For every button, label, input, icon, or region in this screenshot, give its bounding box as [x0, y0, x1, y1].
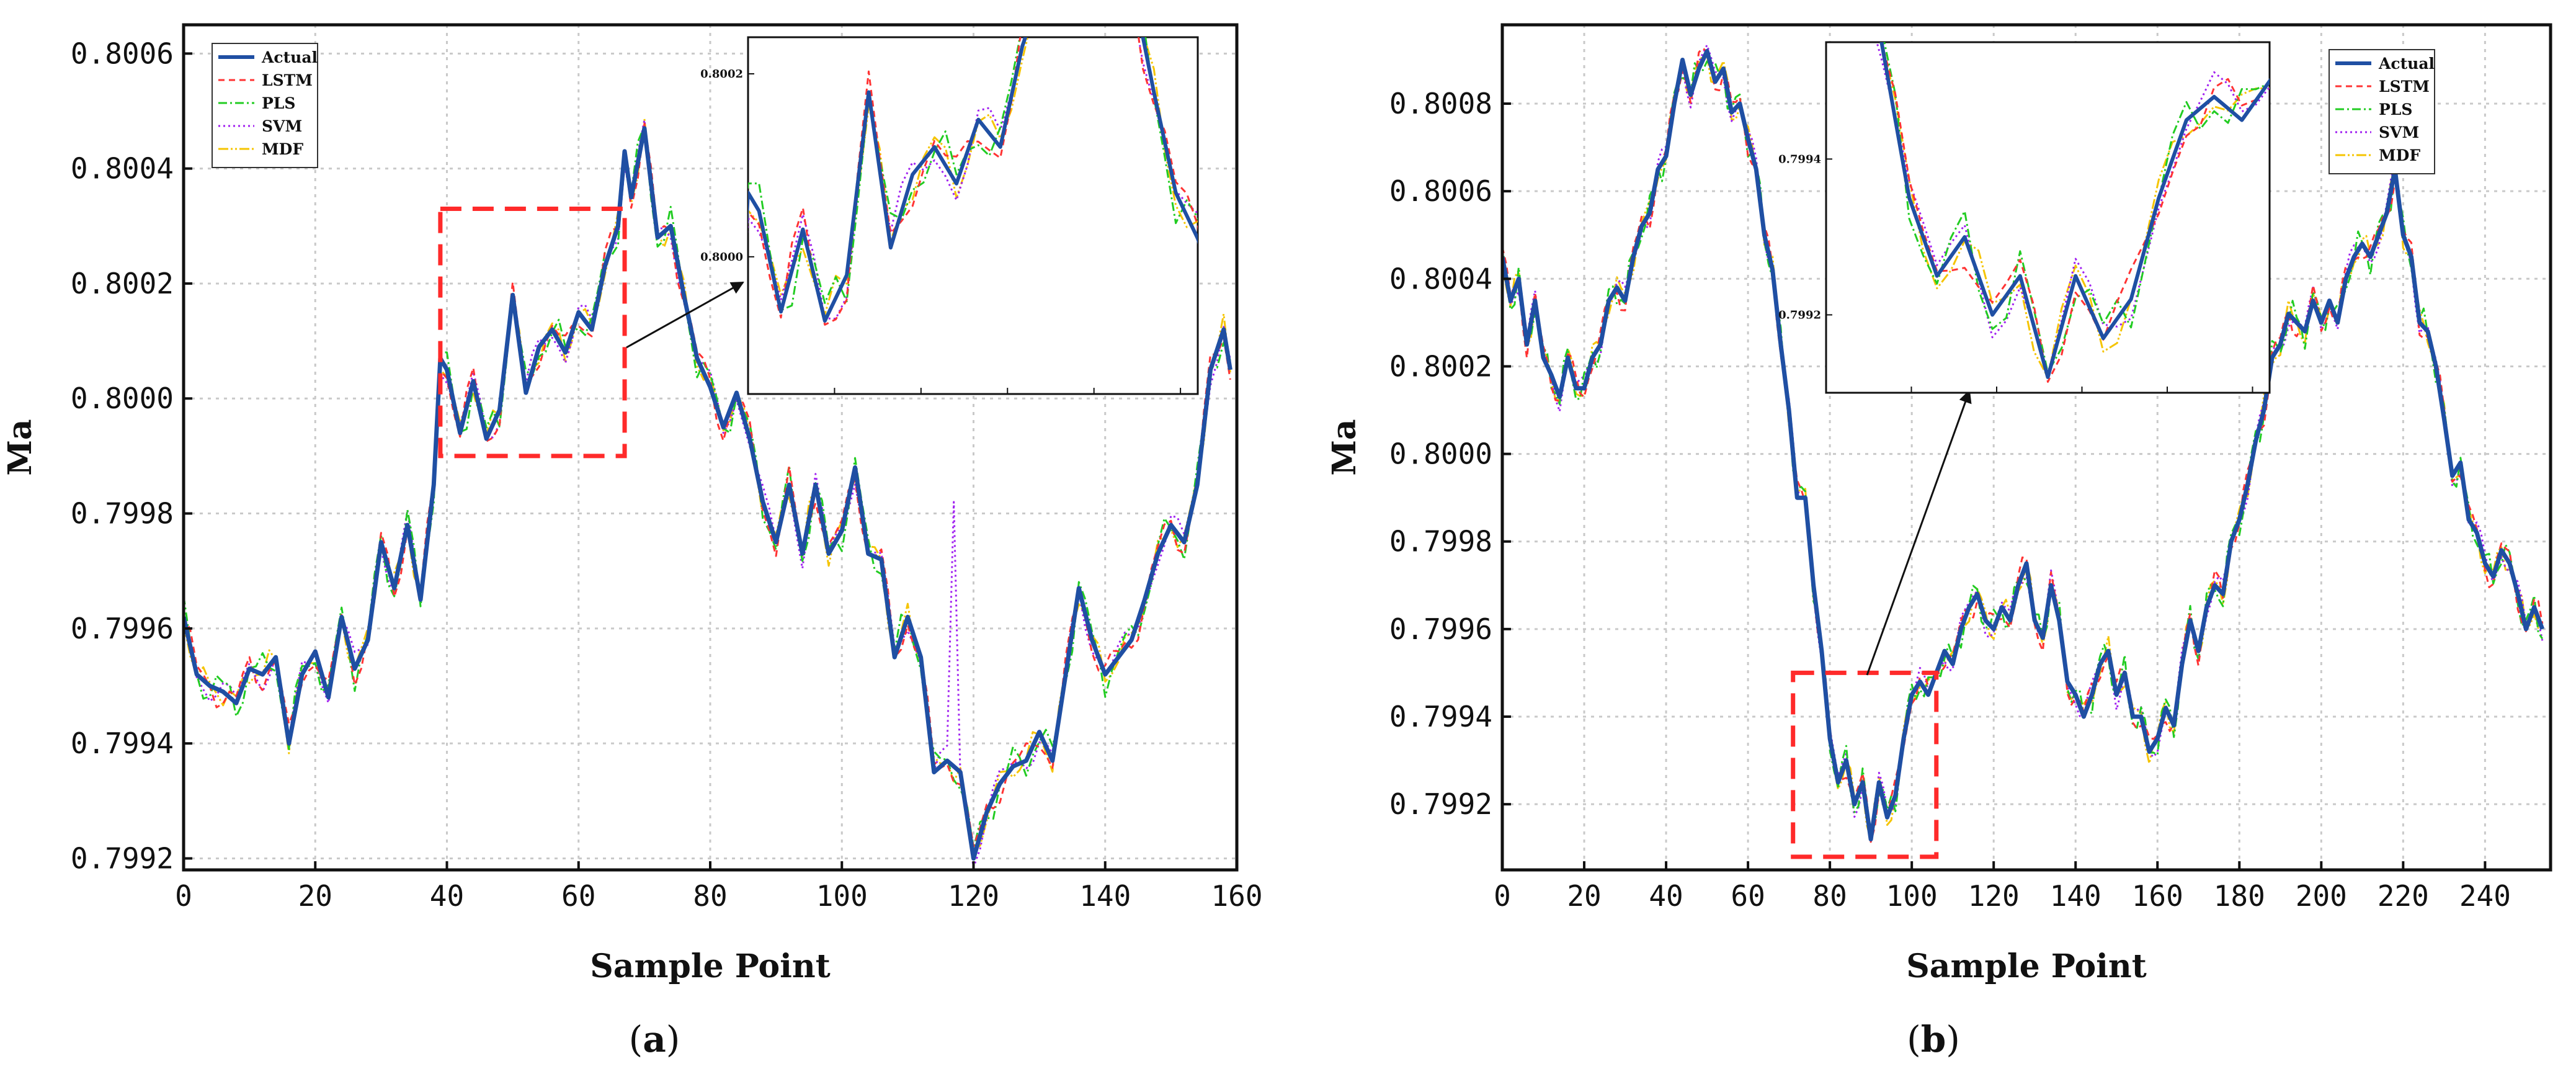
zoom-region-box	[1791, 670, 1939, 859]
chart-panel-a: 0.8000 0.8002 0 20 40 60 80 100 120 140 160 0.7992…	[1, 23, 1263, 1060]
x-tick-label: 80	[1812, 879, 1847, 913]
series-lines-b	[1502, 44, 2545, 843]
inset-y-tick-label: 0.7992	[1778, 308, 1821, 321]
x-tick-label: 0	[175, 879, 192, 913]
x-tick-label: 120	[1968, 879, 2020, 913]
inset-frame	[1825, 41, 2271, 394]
x-tick-label: 140	[1079, 879, 1131, 913]
y-tick-label: 0.8004	[1389, 262, 1492, 295]
panel-label-a-letter: a	[643, 1018, 666, 1060]
x-tick-label: 0	[1494, 879, 1511, 913]
inset-y-tick-label: 0.8002	[700, 68, 743, 81]
x-tick-label: 20	[298, 879, 332, 913]
series-line-actual	[1502, 48, 2545, 842]
x-tick-label: 140	[2050, 879, 2101, 913]
series-lines-a	[184, 118, 1232, 869]
inset-b: 0.7992 0.7994	[1778, 41, 2271, 394]
x-axis-title-a: Sample Point	[590, 947, 831, 985]
legend-label-lstm: LSTM	[262, 71, 313, 89]
y-tick-label: 0.7994	[1389, 700, 1492, 733]
panel-label-a: (a)	[629, 1018, 680, 1060]
y-tick-label: 0.7996	[71, 612, 174, 645]
legend-a: Actual LSTM PLS SVM MDF	[212, 43, 318, 168]
inset-line-lstm	[1880, 42, 2270, 383]
y-tick-label: 0.8000	[1389, 437, 1492, 471]
legend-label-svm: SVM	[2379, 123, 2419, 141]
x-tick-label: 180	[2214, 879, 2265, 913]
y-tick-label: 0.7992	[71, 841, 174, 875]
legend-label-actual: Actual	[261, 48, 318, 66]
series-line-actual	[184, 126, 1232, 861]
panel-label-a-close: )	[666, 1018, 680, 1060]
inset-series	[1876, 42, 2270, 383]
inset-series	[748, 37, 1198, 326]
legend-label-svm: SVM	[262, 117, 302, 135]
x-tick-label: 100	[1886, 879, 1938, 913]
plot-frame-a	[182, 23, 1239, 872]
inset-y-tick-label: 0.7994	[1778, 153, 1821, 166]
x-tick-label: 160	[2132, 879, 2183, 913]
y-tick-label: 0.8000	[71, 382, 174, 415]
inset-frame	[747, 36, 1199, 395]
zoom-arrow	[626, 281, 744, 349]
x-tick-label: 60	[561, 879, 595, 913]
chart-panel-b: 0.7992 0.7994 0 20 40 60 80 100 120 140 160 180 200…	[1326, 23, 2552, 1060]
y-tick-label: 0.8004	[71, 152, 174, 186]
y-axis-title-a: Ma	[1, 419, 39, 475]
x-tick-label: 100	[816, 879, 868, 913]
plot-frame-b	[1500, 23, 2552, 872]
legend-label-lstm: LSTM	[2379, 78, 2430, 96]
x-tick-label: 20	[1567, 879, 1601, 913]
inset-line-actual	[1879, 42, 2270, 379]
inset-line-actual	[748, 37, 1198, 323]
inset-line-mdf	[748, 37, 1198, 316]
y-tick-label: 0.8008	[1389, 87, 1492, 120]
y-tick-label: 0.7998	[71, 497, 174, 531]
inset-a: 0.8000 0.8002	[700, 36, 1199, 395]
panel-label-b: (b)	[1907, 1018, 1960, 1060]
legend-box	[212, 43, 318, 168]
x-tick-label: 40	[430, 879, 464, 913]
legend-b: Actual LSTM PLS SVM MDF	[2329, 49, 2435, 174]
y-tick-label: 0.8002	[71, 267, 174, 300]
y-tick-label: 0.7998	[1389, 525, 1492, 558]
series-line-lstm	[1502, 47, 2544, 843]
y-tick-label: 0.7994	[71, 727, 174, 760]
y-tick-label: 0.8002	[1389, 349, 1492, 383]
legend-box	[2329, 49, 2435, 174]
legend-label-pls: PLS	[2379, 101, 2412, 119]
x-tick-label: 240	[2459, 879, 2511, 913]
x-tick-label: 80	[693, 879, 727, 913]
legend-label-actual: Actual	[2378, 55, 2435, 73]
y-tick-label: 0.8006	[1389, 174, 1492, 208]
legend-label-pls: PLS	[262, 94, 295, 112]
x-tick-label: 40	[1649, 879, 1683, 913]
legend-label-mdf: MDF	[2379, 146, 2420, 164]
x-tick-label: 220	[2378, 879, 2429, 913]
y-tick-label: 0.8006	[71, 37, 174, 70]
zoom-box-a	[438, 206, 744, 459]
zoom-arrow	[1866, 390, 1972, 676]
y-tick-label: 0.7996	[1389, 612, 1492, 646]
legend-label-mdf: MDF	[262, 140, 303, 158]
panel-label-b-close: )	[1946, 1018, 1960, 1060]
x-tick-label: 120	[948, 879, 999, 913]
zoom-region-box	[438, 206, 627, 459]
ticks-a: 0 20 40 60 80 100 120 140 160 0.7992 0.7994 0.7996 0…	[71, 37, 1263, 913]
x-tick-label: 160	[1211, 879, 1262, 913]
panel-label-b-letter: b	[1921, 1018, 1946, 1060]
panel-label-a-open: (	[629, 1018, 643, 1060]
y-tick-label: 0.7992	[1389, 787, 1492, 821]
inset-y-tick-label: 0.8000	[700, 251, 743, 264]
panel-label-b-open: (	[1907, 1018, 1921, 1060]
x-axis-title-b: Sample Point	[1906, 947, 2147, 985]
zoom-box-b	[1791, 390, 1972, 859]
ticks-b: 0 20 40 60 80 100 120 140 160 180 200 220 240 0.7992 0…	[1389, 87, 2511, 913]
y-axis-title-b: Ma	[1326, 419, 1363, 475]
inset-line-pls	[748, 37, 1198, 311]
x-tick-label: 60	[1731, 879, 1765, 913]
x-tick-label: 200	[2296, 879, 2347, 913]
